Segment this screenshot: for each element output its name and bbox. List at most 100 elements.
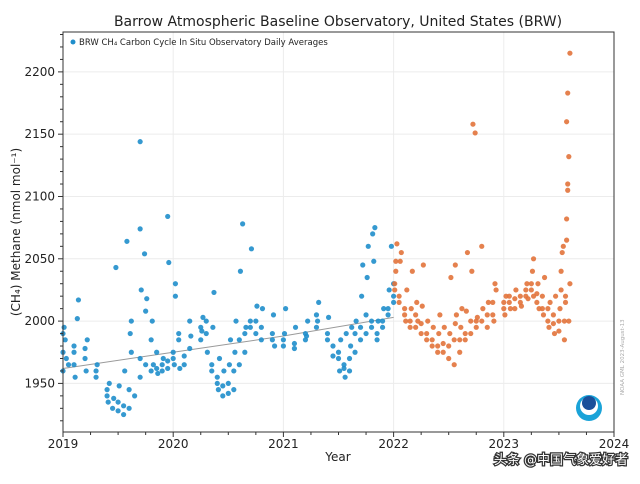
- data-point-preliminary: [539, 306, 545, 312]
- y-tick-label: 2100: [24, 189, 55, 203]
- data-point-final: [137, 355, 143, 362]
- data-point-final: [143, 362, 149, 368]
- data-point-final: [82, 345, 88, 352]
- data-point-final: [132, 393, 138, 399]
- data-point-preliminary: [551, 330, 558, 337]
- data-point-preliminary: [451, 362, 457, 368]
- data-point-preliminary: [565, 181, 571, 187]
- data-point-final: [199, 328, 205, 334]
- data-point-final: [386, 287, 392, 293]
- data-point-preliminary: [564, 237, 570, 243]
- data-point-preliminary: [474, 314, 480, 320]
- data-point-final: [121, 403, 127, 409]
- data-point-final: [375, 318, 381, 324]
- data-point-final: [364, 274, 370, 281]
- data-point-preliminary: [564, 119, 570, 125]
- data-point-preliminary: [408, 306, 414, 312]
- data-point-final: [111, 395, 117, 401]
- data-point-final: [253, 330, 259, 337]
- source-watermark: 头条 @中国气象爱好者: [494, 452, 628, 468]
- data-point-final: [93, 374, 99, 380]
- data-point-final: [254, 303, 260, 309]
- data-point-final: [236, 362, 242, 368]
- data-point-final: [204, 349, 210, 355]
- data-points: [60, 50, 573, 418]
- data-point-final: [200, 314, 206, 320]
- data-point-final: [352, 349, 358, 355]
- data-point-preliminary: [397, 258, 403, 264]
- data-point-final: [324, 330, 331, 337]
- data-point-preliminary: [468, 318, 474, 324]
- data-point-final: [109, 405, 116, 411]
- data-point-final: [172, 281, 179, 287]
- data-point-preliminary: [540, 312, 547, 318]
- data-point-preliminary: [414, 299, 420, 306]
- data-point-preliminary: [523, 287, 529, 293]
- data-point-final: [122, 368, 128, 374]
- data-point-final: [198, 337, 204, 343]
- data-point-final: [138, 287, 144, 293]
- data-point-preliminary: [469, 268, 475, 274]
- legend-marker: [70, 39, 76, 45]
- chart-title: Barrow Atmospheric Baseline Observatory,…: [114, 14, 562, 30]
- data-point-final: [325, 314, 332, 320]
- data-point-final: [115, 408, 121, 414]
- data-point-final: [148, 337, 154, 343]
- data-point-final: [270, 312, 277, 318]
- data-point-preliminary: [437, 312, 443, 318]
- data-point-final: [181, 353, 187, 359]
- data-point-final: [220, 383, 226, 389]
- x-tick-label: 2024: [599, 437, 630, 451]
- data-point-preliminary: [470, 121, 476, 127]
- data-point-preliminary: [462, 330, 468, 337]
- data-point-final: [388, 243, 394, 249]
- data-point-final: [72, 374, 78, 380]
- data-point-preliminary: [506, 299, 512, 306]
- data-point-preliminary: [567, 50, 573, 56]
- data-point-final: [243, 324, 249, 330]
- data-point-preliminary: [492, 281, 498, 287]
- data-point-preliminary: [566, 154, 572, 160]
- data-point-final: [343, 330, 349, 337]
- data-point-final: [391, 293, 397, 299]
- data-point-preliminary: [462, 337, 468, 343]
- data-point-final: [368, 324, 375, 330]
- data-point-final: [232, 349, 238, 355]
- data-point-final: [128, 318, 134, 324]
- data-point-preliminary: [458, 324, 464, 330]
- data-point-final: [82, 355, 88, 362]
- data-point-preliminary: [459, 306, 465, 312]
- data-point-preliminary: [484, 324, 490, 330]
- data-point-final: [124, 238, 130, 244]
- data-point-preliminary: [435, 343, 441, 349]
- data-point-preliminary: [513, 287, 519, 293]
- data-point-preliminary: [429, 343, 435, 349]
- data-point-preliminary: [530, 256, 537, 262]
- data-point-final: [144, 296, 150, 302]
- data-point-preliminary: [418, 330, 424, 337]
- data-point-final: [170, 355, 176, 362]
- data-point-preliminary: [424, 330, 430, 337]
- data-point-final: [214, 374, 220, 380]
- data-point-final: [128, 349, 134, 355]
- data-point-final: [170, 349, 176, 355]
- data-point-final: [316, 299, 322, 306]
- data-point-preliminary: [566, 318, 572, 324]
- data-point-final: [221, 368, 227, 374]
- y-tick-label: 1950: [24, 376, 55, 390]
- data-point-final: [242, 330, 248, 337]
- data-point-final: [71, 343, 77, 349]
- data-point-final: [341, 362, 347, 368]
- data-point-preliminary: [545, 318, 551, 324]
- y-tick-label: 2200: [24, 65, 55, 79]
- x-tick-label: 2022: [378, 437, 409, 451]
- data-point-final: [330, 353, 336, 359]
- data-point-preliminary: [512, 296, 518, 302]
- data-point-final: [226, 362, 233, 368]
- data-point-final: [379, 318, 386, 324]
- data-point-preliminary: [556, 328, 562, 334]
- data-point-final: [94, 362, 100, 368]
- data-point-preliminary: [524, 281, 530, 287]
- data-point-preliminary: [472, 130, 478, 136]
- y-tick-label: 2050: [24, 252, 55, 266]
